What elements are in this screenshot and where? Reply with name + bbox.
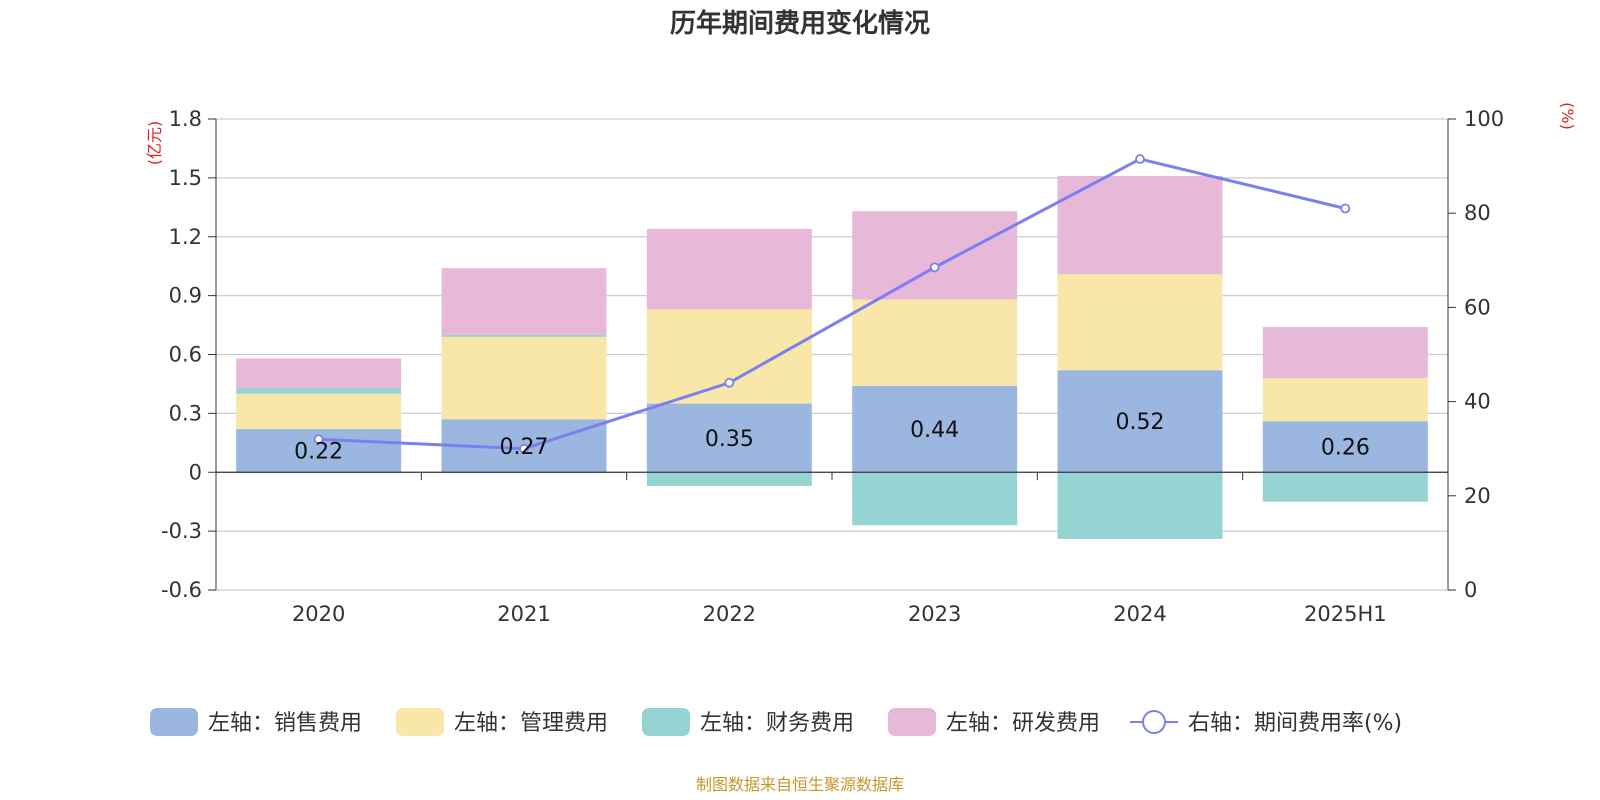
rate-point [1135,154,1145,164]
bar-segment [1057,370,1223,473]
legend-swatch [150,708,198,736]
legend: 左轴：销售费用 左轴：管理费用 左轴：财务费用 左轴：研发费用 右轴：期间费用率(%) [150,708,1402,736]
bar-segment [852,385,1018,473]
bar-segment [236,387,402,394]
bar-segment [852,472,1018,526]
rate-point [1340,203,1351,214]
bar-segment [1262,421,1428,473]
legend-label: 左轴：财务费用 [700,711,854,736]
axes: 1.8 1.5 1.2 0.9 0.6 0.3 0 -0.3 -0.6 100 80 60 40 20 0 2… [161,107,1504,626]
bar-segment [646,309,812,404]
data-labels: 0.22 0.27 0.35 0.44 0.52 0.26 [294,410,1370,464]
bar-value-label: 0.26 [1321,436,1370,461]
bar-segment [646,472,812,486]
x-tick-label: 2023 [908,602,961,626]
legend-label: 左轴：销售费用 [208,711,362,736]
bar-segment [852,211,1018,300]
bar-segment [1057,175,1223,275]
bar-segment [1262,472,1428,502]
left-tick-label: -0.6 [161,578,202,602]
legend-label: 右轴：期间费用率(%) [1188,711,1402,736]
legend-marker-icon [1142,710,1166,734]
bar-segment [852,299,1018,386]
source-note: 制图数据来自恒生聚源数据库 [696,775,904,794]
rate-point [724,377,735,388]
x-tick-label: 2024 [1113,602,1166,626]
bar-value-label: 0.35 [705,427,754,452]
gridlines [216,118,1448,591]
bar-value-label: 0.27 [500,435,549,460]
bar-segment [236,393,402,430]
bar-value-label: 0.44 [910,418,959,443]
left-tick-label: 1.8 [169,107,202,131]
bar-value-label: 0.52 [1116,410,1165,435]
bar-segment [441,334,607,337]
left-tick-label: 1.5 [169,166,202,190]
legend-swatch [642,708,690,736]
right-tick-label: 100 [1464,107,1504,131]
bar-segment [441,336,607,420]
rate-point [519,443,529,454]
left-axis-unit: (亿元) [145,121,164,166]
left-tick-label: 1.2 [169,225,202,249]
legend-swatch [396,708,444,736]
legend-label: 左轴：研发费用 [946,711,1100,736]
legend-swatch [888,708,936,736]
bar-series [236,175,1428,539]
bar-segment [1057,472,1223,539]
bar-segment [1057,274,1223,371]
rate-point [313,434,324,445]
right-tick-label: 80 [1464,201,1491,225]
bar-segment [1262,327,1428,379]
x-tick-label: 2025H1 [1304,602,1387,626]
x-tick-label: 2022 [703,602,756,626]
x-tick-label: 2020 [292,602,345,626]
rate-line [318,157,1346,451]
left-tick-label: -0.3 [161,519,202,543]
chart-title: 历年期间费用变化情况 [670,8,930,39]
left-tick-label: 0.9 [169,284,202,308]
left-tick-label: 0 [189,460,202,484]
right-axis-unit: (%) [1558,102,1577,130]
right-tick-label: 0 [1464,578,1477,602]
left-tick-label: 0.6 [169,343,202,367]
bar-segment [1262,378,1428,422]
x-tick-label: 2021 [497,602,550,626]
legend-label: 左轴：管理费用 [454,711,608,736]
right-tick-label: 40 [1464,390,1491,414]
rate-point [929,262,940,273]
bar-value-label: 0.22 [294,440,343,465]
bar-segment [441,268,607,335]
rate-line-series [313,154,1351,454]
bar-segment [646,403,812,473]
right-tick-label: 60 [1464,295,1491,319]
bar-segment [646,228,812,310]
left-tick-label: 0.3 [169,401,202,425]
right-tick-label: 20 [1464,484,1491,508]
bar-segment [236,358,402,388]
